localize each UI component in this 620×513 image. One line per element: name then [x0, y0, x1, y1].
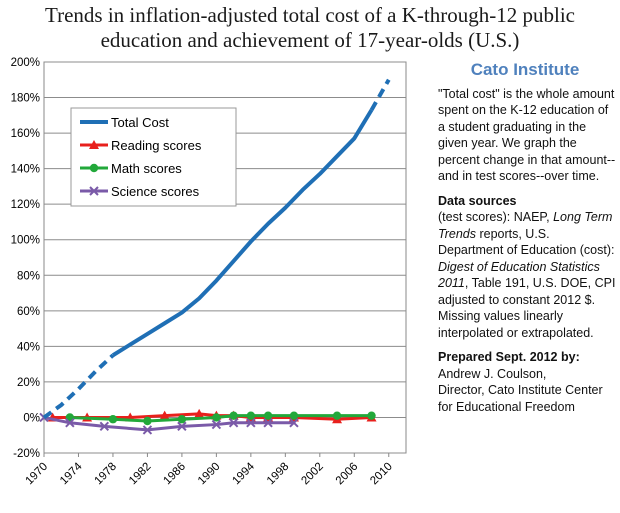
data-point	[263, 418, 273, 428]
y-tick-label: 100%	[11, 235, 40, 247]
source-text-c: , Table 191, U.S. DOE, CPI adjusted to c…	[438, 276, 616, 340]
y-tick-label: 180%	[11, 93, 40, 105]
data-point	[89, 186, 99, 196]
chart-title-line-1: Trends in inflation-adjusted total cost …	[45, 3, 575, 27]
data-point	[367, 411, 376, 420]
y-axis-ticks: -20% 0% 20% 40% 60% 80% 100% 120% 140% 160% 180% 20…	[11, 57, 40, 460]
author-name: Andrew J. Coulson,	[438, 366, 547, 381]
data-point	[89, 140, 99, 149]
x-tick-label: 2002	[299, 461, 326, 488]
y-tick-label: 40%	[17, 341, 40, 353]
data-point	[159, 410, 170, 420]
series-lines	[39, 78, 391, 435]
y-tick-label: 0%	[23, 412, 40, 424]
data-point	[177, 415, 187, 424]
y-tick-label: 60%	[17, 306, 40, 318]
x-tick-label: 1970	[24, 461, 51, 488]
data-sources-label: Data sources	[438, 193, 517, 208]
y-tick-label: 80%	[17, 270, 40, 282]
x-tick-label: 1982	[127, 461, 154, 488]
x-tick-label: 1990	[196, 461, 223, 488]
org-name: Cato Institute	[470, 60, 580, 79]
y-tick-label: 120%	[11, 199, 40, 211]
source-text-b: reports, U.S. Department of Education (c…	[438, 226, 615, 258]
data-point	[229, 411, 238, 420]
series-line-total-cost	[111, 108, 374, 357]
source-title-b: Digest of Education Statistics 2011	[438, 259, 600, 291]
x-tick-label: 1978	[92, 461, 119, 488]
sidebar-notes: Cato Institute "Total cost" is the whole…	[438, 61, 618, 423]
data-point	[177, 421, 187, 432]
x-tick-label: 1998	[265, 461, 292, 488]
prepared-label: Prepared Sept. 2012 by:	[438, 350, 580, 364]
chart-title-line-2: education and achievement of 17-year-old…	[100, 28, 520, 52]
y-tick-label: 20%	[17, 377, 40, 389]
legend-label: Math scores	[111, 161, 182, 176]
legend-label: Total Cost	[111, 115, 169, 130]
data-point	[246, 418, 256, 428]
x-tick-label: 1974	[58, 460, 85, 487]
data-point	[211, 419, 222, 430]
data-point	[142, 425, 153, 435]
x-tick-label: 1994	[230, 460, 257, 487]
series-line-total-cost-projected	[369, 78, 391, 111]
total-cost-description: "Total cost" is the whole amount spent o…	[438, 86, 616, 184]
data-point	[143, 416, 152, 426]
data-point	[212, 413, 221, 422]
data-point	[194, 408, 205, 418]
x-tick-label: 2010	[368, 461, 395, 488]
series-line	[43, 415, 294, 432]
data-point	[65, 418, 75, 428]
data-point	[108, 415, 118, 424]
series-line-total-cost-projected-start	[42, 353, 115, 420]
y-tick-label: 160%	[11, 128, 40, 140]
legend: Total Cost Reading scores Math scores Scien…	[70, 107, 237, 207]
prepared-by: Prepared Sept. 2012 by: Andrew J. Coulson…	[438, 349, 618, 415]
y-tick-label: 200%	[11, 57, 40, 69]
data-point	[89, 163, 99, 173]
y-tick-label: -20%	[13, 448, 40, 460]
data-point	[99, 421, 110, 432]
author-role: Director, Cato Institute Center for Educ…	[438, 383, 603, 414]
x-axis-ticks: 1970 1974 1978 1982 1986 1990 1994 1998 2002 2006…	[24, 453, 395, 487]
data-point	[332, 411, 342, 420]
legend-label: Science scores	[111, 184, 200, 199]
data-point	[263, 411, 273, 420]
data-point	[228, 418, 239, 428]
chart-title: Trends in inflation-adjusted total cost …	[0, 3, 620, 53]
legend-label: Reading scores	[111, 138, 202, 153]
data-point	[289, 411, 299, 420]
source-text-a: (test scores): NAEP,	[438, 210, 554, 224]
x-tick-label: 2006	[334, 461, 361, 488]
data-point	[289, 418, 299, 428]
source-title-a: Long Term Trends	[438, 210, 613, 241]
x-tick-label: 1986	[161, 461, 188, 488]
data-sources: Data sources (test scores): NAEP, Long T…	[438, 193, 618, 342]
y-tick-label: 140%	[11, 164, 40, 176]
data-point	[246, 411, 256, 420]
